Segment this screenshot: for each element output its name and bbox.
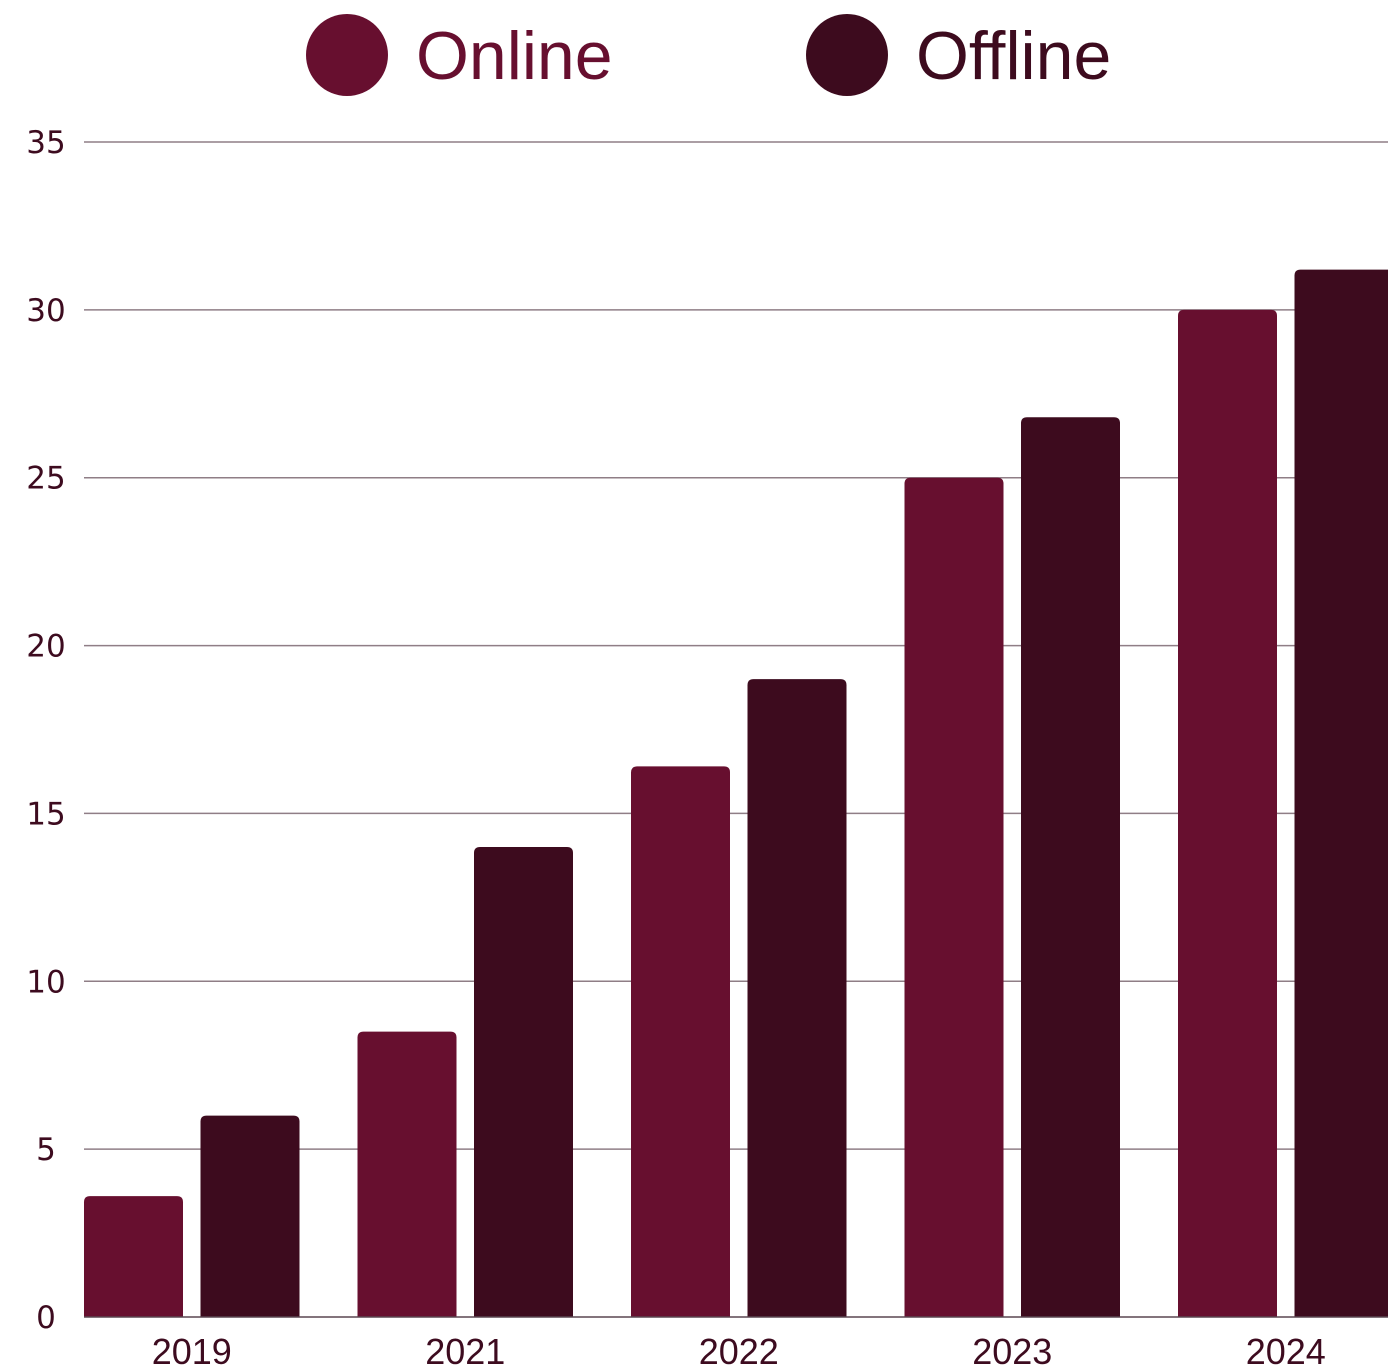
y-tick-label-30: 30 — [26, 293, 65, 329]
y-tick-label-15: 15 — [26, 796, 65, 832]
y-axis-ticks: 0 5 10 15 20 25 30 35 — [26, 125, 65, 1336]
y-tick-label-25: 25 — [26, 461, 65, 497]
bar-online-2022 — [631, 766, 730, 1317]
bar-offline-2024 — [1294, 269, 1388, 1317]
bar-offline-2019 — [200, 1115, 300, 1317]
x-tick-label-2021: 2021 — [425, 1331, 505, 1371]
gridlines — [84, 141, 1388, 1150]
legend-label-offline: Offline — [916, 18, 1111, 94]
bar-online-2019 — [84, 1196, 183, 1317]
bar-online-2023 — [904, 477, 1004, 1317]
x-tick-label-2022: 2022 — [699, 1331, 779, 1371]
x-tick-label-2024: 2024 — [1246, 1331, 1326, 1371]
y-tick-label-20: 20 — [26, 629, 65, 665]
x-tick-label-2023: 2023 — [972, 1331, 1052, 1371]
bar-offline-2023 — [1021, 417, 1120, 1317]
legend-swatch-offline — [806, 14, 888, 96]
legend-label-online: Online — [416, 18, 613, 94]
bar-offline-2021 — [474, 847, 573, 1317]
bars — [84, 269, 1388, 1317]
legend: Online Offline — [306, 14, 1111, 96]
bar-online-2024 — [1178, 309, 1277, 1317]
x-axis: 2019 2021 2022 2023 2024 — [84, 1316, 1388, 1371]
y-tick-label-5: 5 — [36, 1132, 56, 1168]
legend-swatch-online — [306, 14, 388, 96]
y-tick-label-0: 0 — [36, 1300, 56, 1336]
y-tick-label-10: 10 — [26, 964, 65, 1000]
y-tick-label-35: 35 — [26, 125, 65, 161]
x-tick-label-2019: 2019 — [152, 1331, 232, 1371]
bar-online-2021 — [357, 1031, 457, 1317]
bar-offline-2022 — [747, 679, 847, 1317]
